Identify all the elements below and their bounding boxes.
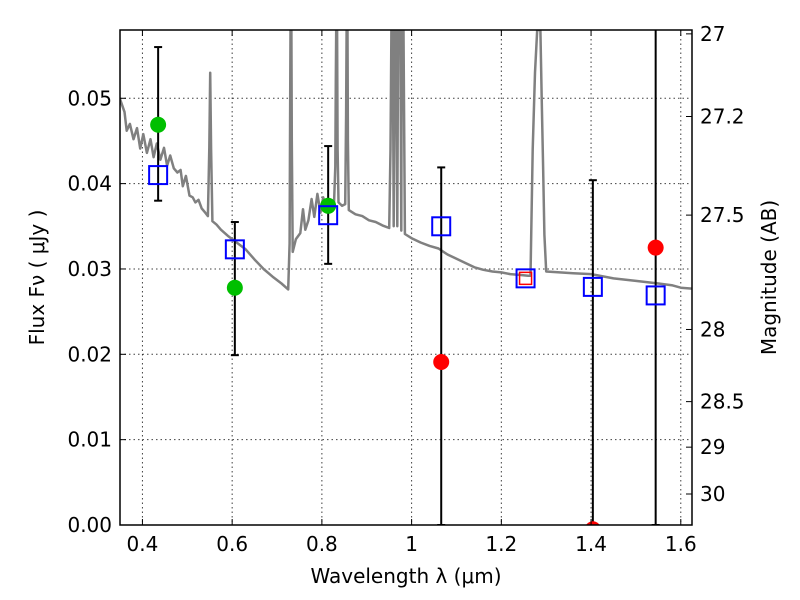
- model-point: [148, 165, 169, 186]
- model-point: [431, 216, 452, 237]
- model-point: [224, 239, 245, 260]
- model-point: [318, 205, 339, 226]
- model-point: [515, 268, 536, 289]
- y-tick-label: 0.05: [67, 86, 112, 110]
- y-tick-label: 0.03: [67, 257, 112, 281]
- x-tick-label: 0.6: [216, 532, 248, 556]
- x-tick-label: 1.4: [575, 532, 607, 556]
- right-tick-label: 29: [700, 435, 725, 459]
- y-tick-label: 0.01: [67, 428, 112, 452]
- right-tick-label: 28.5: [700, 390, 745, 414]
- x-tick-label: 1.6: [665, 532, 697, 556]
- x-axis-label: Wavelength λ (μm): [310, 564, 501, 588]
- data-point: [150, 116, 167, 133]
- y-tick-label: 0.02: [67, 342, 112, 366]
- x-tick-label: 1.2: [485, 532, 517, 556]
- model-spectrum-line: [120, 30, 692, 291]
- axes-frame: [119, 29, 693, 526]
- model-point: [582, 276, 603, 297]
- x-tick-label: 1: [405, 532, 418, 556]
- plot-area: [120, 30, 692, 525]
- axis-labels: Wavelength λ (μm) Flux Fν ( μJy ) Magnit…: [25, 200, 781, 588]
- grid-lines: [120, 30, 692, 526]
- model-point: [645, 285, 666, 306]
- right-tick-label: 27.5: [700, 203, 745, 227]
- y-tick-label: 0.04: [67, 172, 112, 196]
- right-tick-label: 27.2: [700, 104, 745, 128]
- data-point: [433, 353, 450, 370]
- y-tick-label: 0.00: [67, 513, 112, 537]
- x-tick-label: 0.4: [127, 532, 159, 556]
- y-axis-label: Flux Fν ( μJy ): [25, 210, 49, 346]
- data-point: [647, 239, 664, 256]
- axis-ticks: 0.4 0.6 0.8 1 1.2 1.4 1.6 0.00 0.01 0.02 0.03 0.04 0…: [67, 22, 744, 556]
- right-tick-label: 27: [700, 22, 725, 46]
- y-axis-right-label: Magnitude (AB): [757, 200, 781, 355]
- data-point: [226, 279, 243, 296]
- x-tick-label: 0.8: [306, 532, 338, 556]
- right-tick-label: 28: [700, 317, 725, 341]
- right-tick-label: 30: [700, 482, 725, 506]
- data-point: [586, 521, 600, 525]
- model-point-inner: [518, 271, 533, 286]
